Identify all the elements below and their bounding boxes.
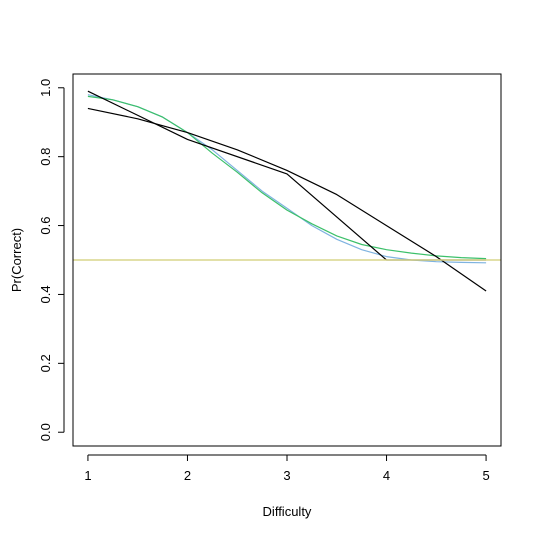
x-tick-label: 1 [84,468,91,483]
x-tick-label: 2 [184,468,191,483]
y-tick-label: 0.0 [38,423,53,441]
y-tick-label: 0.6 [38,217,53,235]
y-tick-label: 1.0 [38,79,53,97]
y-tick-label: 0.8 [38,148,53,166]
y-axis-label: Pr(Correct) [9,228,24,292]
x-tick-label: 5 [482,468,489,483]
series-line-4 [87,107,487,292]
series-layer [87,90,487,292]
plot-frame [72,73,502,447]
y-tick-label: 0.2 [38,354,53,372]
y-axis: 0.0 0.2 0.4 0.6 0.8 1.0 [38,79,65,441]
x-axis-label: Difficulty [263,504,312,519]
x-tick-label: 4 [383,468,390,483]
series-line-3 [87,90,487,261]
x-tick-label: 3 [283,468,290,483]
x-axis: 1 2 3 4 5 [84,454,490,483]
y-tick-label: 0.4 [38,285,53,303]
series-line-2 [87,95,487,260]
